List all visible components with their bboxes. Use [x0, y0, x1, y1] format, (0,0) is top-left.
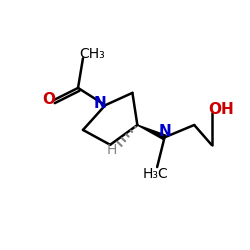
Text: N: N	[94, 96, 106, 112]
Text: H₃C: H₃C	[143, 167, 169, 181]
Text: CH₃: CH₃	[80, 47, 105, 61]
Text: N: N	[159, 124, 172, 140]
Polygon shape	[137, 125, 166, 140]
Text: OH: OH	[208, 102, 234, 117]
Text: O: O	[42, 92, 55, 106]
Text: H: H	[106, 144, 117, 158]
